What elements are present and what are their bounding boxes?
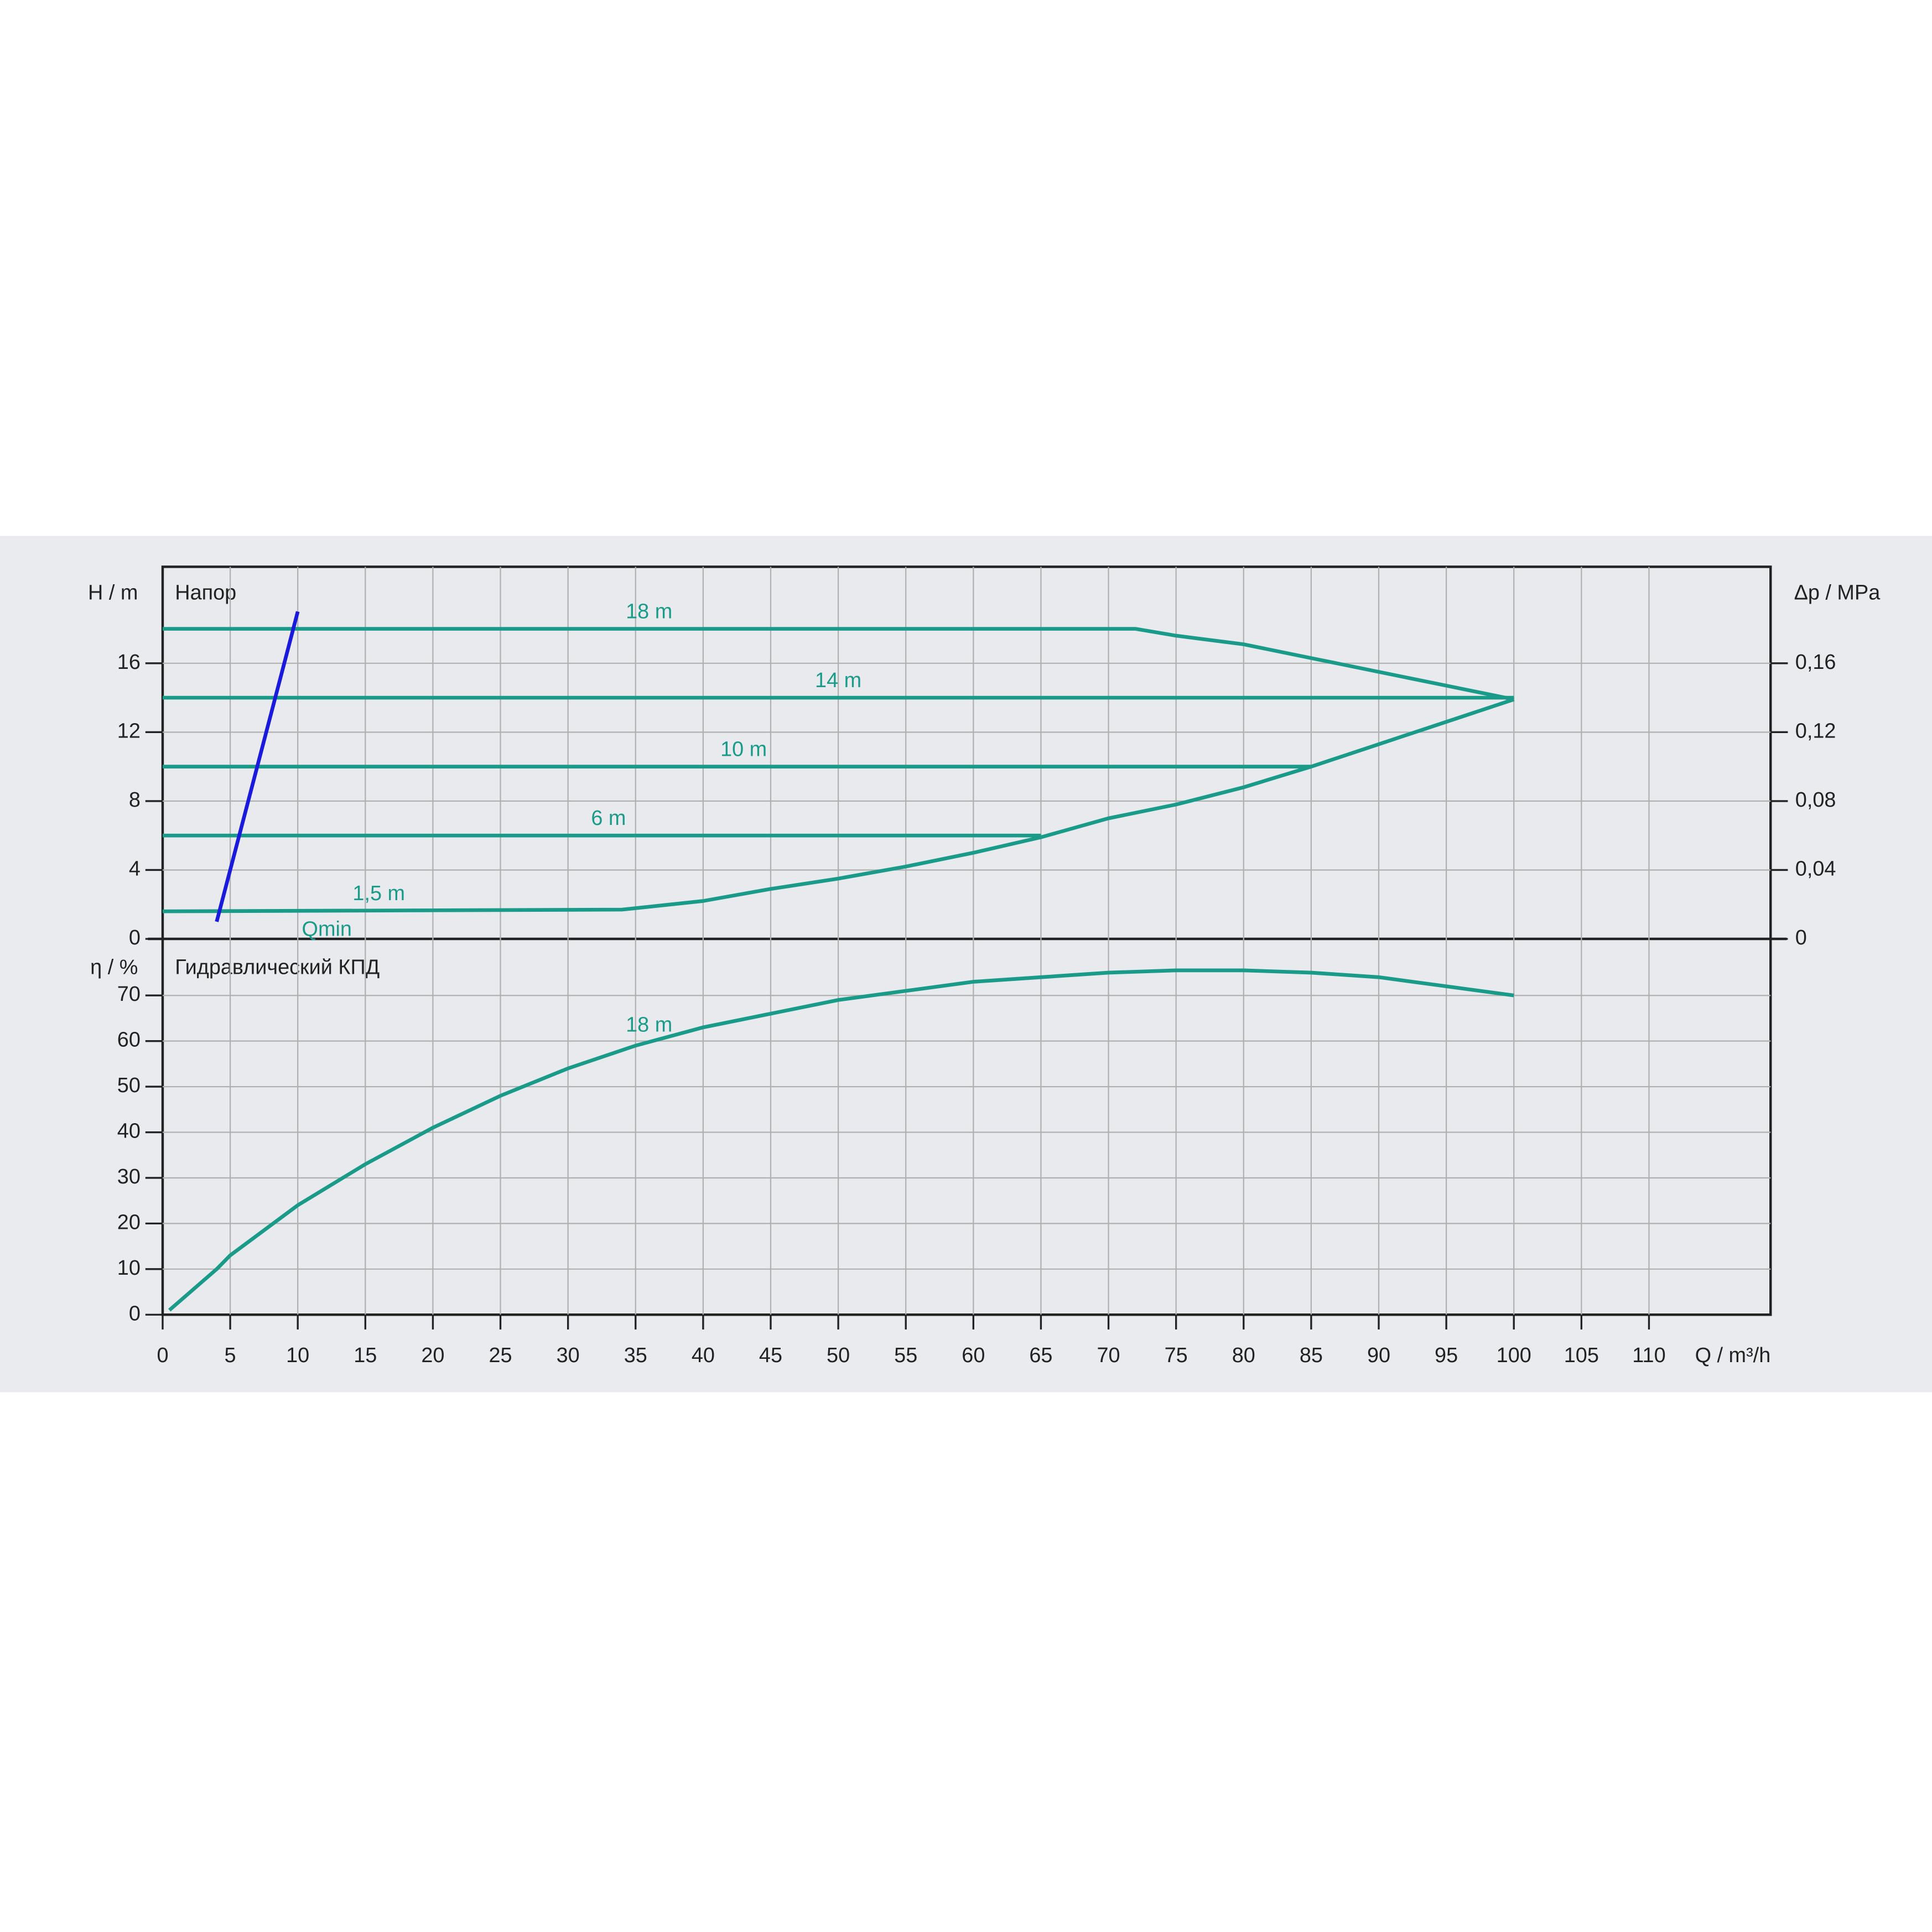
x-tick-label: 40	[692, 1344, 715, 1367]
x-tick-label: 55	[894, 1344, 917, 1367]
y-tick-label: 8	[129, 788, 141, 812]
y2-tick-label: 0,16	[1795, 651, 1836, 674]
y-tick-label: 30	[117, 1165, 141, 1188]
y-tick-label: 40	[117, 1120, 141, 1143]
x-tick-label: 85	[1300, 1344, 1323, 1367]
x-tick-label: 10	[286, 1344, 309, 1367]
y2-axis-label: Δp / MPa	[1794, 581, 1881, 604]
x-tick-label: 15	[354, 1344, 377, 1367]
y-tick-label: 0	[129, 926, 141, 949]
series-label: 6 m	[591, 807, 626, 830]
y-tick-label: 70	[117, 983, 141, 1006]
y2-tick-label: 0,04	[1795, 857, 1836, 880]
x-tick-label: 5	[225, 1344, 236, 1367]
data-line	[168, 968, 1514, 1312]
x-tick-label: 45	[759, 1344, 782, 1367]
panel-title: Напор	[175, 581, 236, 604]
x-tick-label: 25	[489, 1344, 512, 1367]
x-tick-label: 105	[1564, 1344, 1599, 1367]
x-axis-label: Q / m³/h	[1695, 1344, 1771, 1367]
x-tick-label: 110	[1632, 1344, 1665, 1367]
x-tick-label: 50	[827, 1344, 850, 1367]
x-tick-label: 70	[1097, 1344, 1120, 1367]
x-tick-label: 80	[1232, 1344, 1255, 1367]
data-line	[215, 611, 300, 922]
y-tick-label: 12	[117, 719, 141, 742]
x-tick-label: 60	[962, 1344, 985, 1367]
x-tick-label: 65	[1029, 1344, 1052, 1367]
y-tick-label: 4	[129, 857, 141, 880]
series-label: Qmin	[302, 917, 352, 941]
y2-tick-label: 0,12	[1795, 719, 1836, 742]
x-tick-label: 95	[1435, 1344, 1458, 1367]
y-tick-label: 0	[129, 1302, 141, 1325]
y-axis-label: H / m	[88, 581, 138, 604]
data-line	[162, 698, 1515, 913]
x-tick-label: 0	[157, 1344, 168, 1367]
y2-tick-label: 0,08	[1795, 788, 1836, 812]
y-tick-label: 10	[117, 1256, 141, 1280]
series-label: 10 m	[720, 738, 767, 761]
data-line	[162, 627, 1514, 702]
y-tick-label: 60	[117, 1029, 141, 1052]
x-tick-label: 35	[624, 1344, 647, 1367]
series-label: 18 m	[626, 600, 672, 624]
y-tick-label: 20	[117, 1211, 141, 1234]
x-tick-label: 90	[1367, 1344, 1390, 1367]
x-tick-label: 100	[1497, 1344, 1531, 1367]
series-label: 1,5 m	[352, 882, 405, 905]
y-tick-label: 50	[117, 1074, 141, 1097]
y-tick-label: 16	[117, 651, 141, 674]
y-axis-label: η / %	[90, 955, 138, 979]
x-tick-label: 20	[421, 1344, 444, 1367]
panel-title: Гидравлический КПД	[175, 955, 380, 979]
x-tick-label: 75	[1165, 1344, 1188, 1367]
series-label: 14 m	[815, 669, 861, 692]
x-tick-label: 30	[557, 1344, 580, 1367]
plot-area	[161, 565, 1772, 1316]
y2-tick-label: 0	[1795, 926, 1807, 949]
series-label: 18 m	[626, 1013, 672, 1036]
